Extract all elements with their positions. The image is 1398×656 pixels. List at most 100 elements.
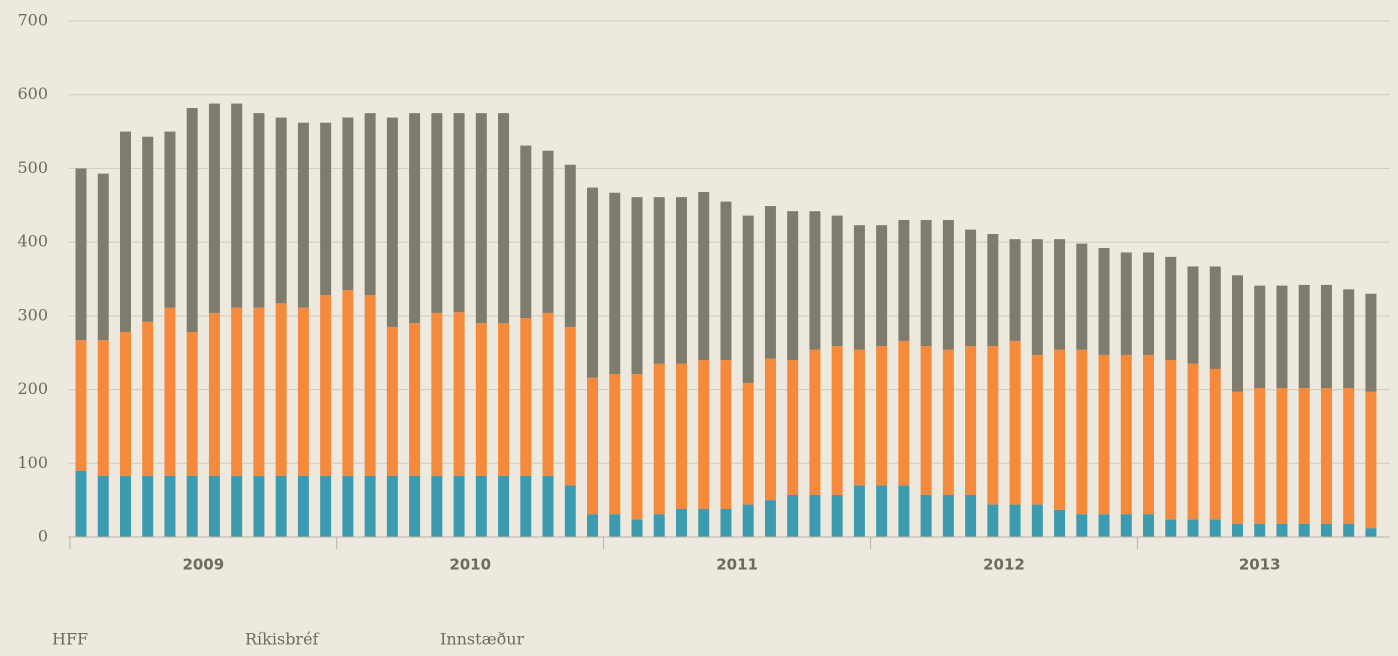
bar-segment (142, 475, 154, 537)
y-tick-label: 0 (38, 527, 48, 546)
bar-segment (1187, 519, 1199, 537)
bar-segment (965, 229, 977, 347)
bar-segment (253, 307, 265, 476)
bar-segment (831, 346, 843, 495)
bar-segment (787, 211, 799, 361)
bar-segment (275, 303, 287, 476)
bar-segment (1365, 391, 1377, 529)
bar-segment (609, 374, 621, 515)
bar-segment (297, 122, 309, 308)
bar-segment (186, 332, 198, 476)
bar-segment (898, 220, 910, 341)
bar-segment (742, 382, 754, 505)
bar-segment (1054, 509, 1066, 537)
bar-segment (631, 197, 643, 375)
bar-segment (1120, 514, 1132, 537)
bar-segment (1254, 285, 1266, 389)
bar-segment (409, 475, 421, 537)
bar-segment (208, 103, 220, 313)
bar-segment (1320, 523, 1332, 537)
bar-segment (987, 504, 999, 537)
bar-segment (1187, 363, 1199, 520)
legend-label: HFF (52, 630, 88, 649)
bar-segment (920, 220, 932, 347)
bar-segment (409, 323, 421, 476)
bar-segment (1009, 239, 1021, 341)
bar-segment (631, 374, 643, 520)
bar-segment (965, 494, 977, 537)
bar-segment (1365, 528, 1377, 537)
bar-segment (587, 187, 599, 378)
bar-segment (498, 113, 510, 324)
x-group-label: 2013 (1239, 556, 1281, 574)
bar-segment (231, 307, 243, 476)
bar-segment (1054, 239, 1066, 350)
bar-segment (386, 475, 398, 537)
bar-segment (520, 145, 532, 319)
bar-segment (342, 475, 354, 537)
legend-label: Innstæður (440, 630, 525, 649)
bar-segment (1187, 266, 1199, 364)
bar-segment (809, 494, 821, 537)
bar-segment (542, 475, 554, 537)
bar-segment (208, 312, 220, 476)
bar-segment (453, 475, 465, 537)
bar-segment (1209, 266, 1221, 369)
x-group-label: 2012 (983, 556, 1025, 574)
bar-segment (1343, 388, 1355, 524)
bar-segment (1031, 504, 1043, 537)
bar-segment (542, 150, 554, 313)
bar-segment (564, 326, 576, 486)
bar-segment (386, 117, 398, 327)
y-tick-label: 700 (17, 11, 48, 30)
bar-segment (320, 475, 332, 537)
bar-segment (275, 475, 287, 537)
bar-segment (720, 508, 732, 537)
bar-segment (587, 514, 599, 537)
bar-segment (1009, 504, 1021, 537)
bar-segment (853, 225, 865, 350)
y-tick-label: 600 (17, 84, 48, 103)
bar-segment (1054, 349, 1066, 510)
bar-segment (1143, 354, 1155, 515)
bar-segment (231, 475, 243, 537)
bar-segment (675, 197, 687, 364)
bar-segment (1320, 284, 1332, 389)
bar-segment (1231, 523, 1243, 537)
bar-segment (498, 475, 510, 537)
bar-segment (1276, 523, 1288, 537)
x-group-label: 2009 (182, 556, 224, 574)
bar-segment (1276, 388, 1288, 524)
bar-segment (1276, 285, 1288, 389)
bar-segment (1365, 293, 1377, 392)
bar-segment (564, 164, 576, 327)
bar-segment (475, 113, 487, 324)
bar-segment (164, 131, 176, 308)
bar-segment (253, 113, 265, 308)
y-tick-label: 500 (17, 158, 48, 177)
bar-segment (253, 475, 265, 537)
bar-segment (1143, 252, 1155, 355)
bar-segment (97, 340, 109, 476)
bar-segment (1165, 519, 1177, 537)
bar-segment (987, 346, 999, 505)
bar-segment (386, 326, 398, 476)
bar-segment (364, 113, 376, 296)
bar-segment (1120, 252, 1132, 355)
bar-segment (208, 475, 220, 537)
bar-segment (675, 363, 687, 509)
bar-segment (587, 377, 599, 515)
bar-segment (742, 504, 754, 537)
bar-segment (97, 173, 109, 341)
bar-segment (1143, 514, 1155, 537)
bar-segment (809, 211, 821, 350)
bar-segment (186, 107, 198, 333)
bar-segment (1165, 256, 1177, 361)
x-group-label: 2010 (449, 556, 491, 574)
bar-segment (1076, 349, 1088, 515)
bar-segment (364, 475, 376, 537)
bar-segment (653, 363, 665, 515)
y-tick-label: 400 (17, 232, 48, 251)
bar-segment (1298, 284, 1310, 389)
